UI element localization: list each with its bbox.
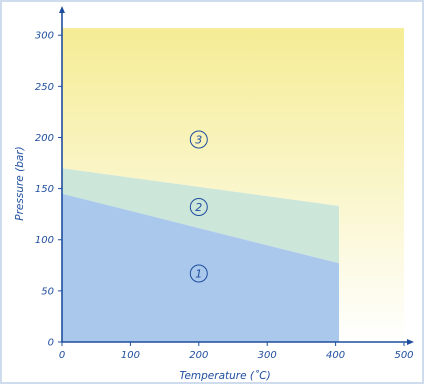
region-2-label: 2 [195, 201, 202, 214]
x-tick-label: 0 [59, 350, 65, 361]
y-tick-label: 100 [35, 235, 54, 246]
x-axis-arrow [407, 339, 414, 345]
y-tick-label: 150 [35, 184, 54, 195]
x-tick-label: 200 [189, 350, 208, 361]
x-tick-label: 300 [258, 350, 277, 361]
region-1-marker [189, 264, 208, 283]
region-3-area [62, 28, 404, 342]
y-axis-arrow [59, 6, 65, 13]
y-tick-label: 200 [35, 133, 54, 144]
y-tick-label: 300 [35, 31, 54, 42]
y-tick-label: 0 [48, 338, 54, 349]
region-3-label: 3 [195, 134, 202, 147]
region-3-marker [189, 130, 208, 149]
region-areas [62, 28, 404, 342]
region-1-label: 1 [195, 267, 202, 280]
y-tick-label: 50 [41, 286, 54, 297]
region-labels: 3 2 1 [189, 130, 208, 283]
y-tick-label: 250 [35, 82, 54, 93]
y-axis-label: Pressure (bar) [14, 146, 26, 220]
x-axis-label: Temperature (˚C) [179, 370, 270, 382]
axes: 0 100 200 300 400 500 0 50 100 150 200 250 300 [35, 6, 414, 361]
region-1-area [62, 193, 339, 342]
x-tick-label: 500 [394, 350, 413, 361]
x-tick-label: 400 [326, 350, 345, 361]
x-tick-label: 100 [121, 350, 140, 361]
region-2-marker [189, 198, 208, 217]
